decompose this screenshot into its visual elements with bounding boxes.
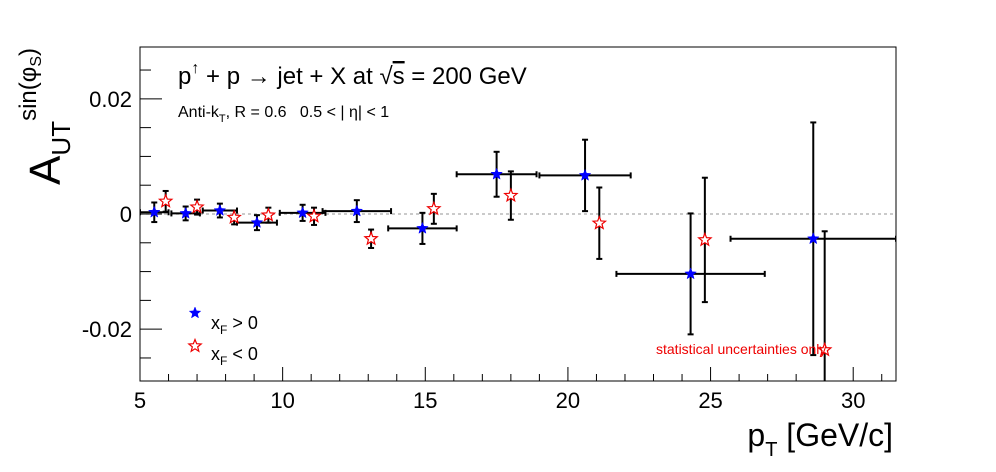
y-tick-label: 0: [120, 202, 132, 227]
x-tick-label: 20: [556, 388, 580, 413]
data-point: [260, 206, 277, 222]
chart-title: p↑ + p → jet + X at √s = 200 GeV: [178, 60, 527, 90]
y-tick-label: -0.02: [82, 317, 132, 342]
series-xf-neg: [157, 170, 833, 381]
data-point: [416, 221, 429, 234]
chart-subtitle: Anti-kT, R = 0.6 0.5 < | η| < 1: [178, 104, 389, 125]
x-tick-label: 5: [134, 388, 146, 413]
x-axis-title: pT [GeV/c]: [747, 417, 893, 461]
legend: xF > 0 xF < 0: [187, 306, 258, 368]
data-point: [226, 209, 242, 225]
series-xf-pos: [140, 121, 896, 357]
y-tick-label: 0.02: [89, 87, 132, 112]
data-point: [591, 215, 608, 230]
y-axis-title: AUTsin(φS): [15, 48, 76, 185]
data-point: [157, 193, 174, 208]
legend-label-xf-neg: xF < 0: [211, 344, 258, 368]
data-point: [578, 168, 592, 181]
x-tick-label: 30: [841, 388, 865, 413]
data-point: [179, 206, 193, 219]
data-point: [426, 200, 442, 216]
data-point: [490, 167, 503, 180]
data-point: [363, 230, 379, 246]
data-point: [503, 187, 519, 203]
data-point: [250, 215, 264, 229]
uncertainty-note: statistical uncertainties only: [656, 341, 826, 357]
legend-marker-xf-pos: [188, 306, 202, 319]
data-point: [306, 208, 322, 223]
x-tick-label: 10: [270, 388, 294, 413]
data-point: [684, 267, 697, 280]
x-tick-label: 25: [698, 388, 722, 413]
data-point: [147, 205, 161, 218]
data-point: [697, 231, 713, 247]
data-point: [350, 204, 364, 217]
x-tick-label: 15: [413, 388, 437, 413]
legend-label-xf-pos: xF > 0: [211, 313, 258, 337]
data-point: [296, 206, 309, 219]
legend-marker-xf-neg: [187, 337, 203, 353]
data-point: [189, 198, 205, 214]
data-point: [816, 341, 833, 357]
data-point: [188, 306, 202, 319]
data-point: [187, 337, 203, 353]
data-point: [213, 203, 227, 216]
data-point: [806, 232, 820, 245]
